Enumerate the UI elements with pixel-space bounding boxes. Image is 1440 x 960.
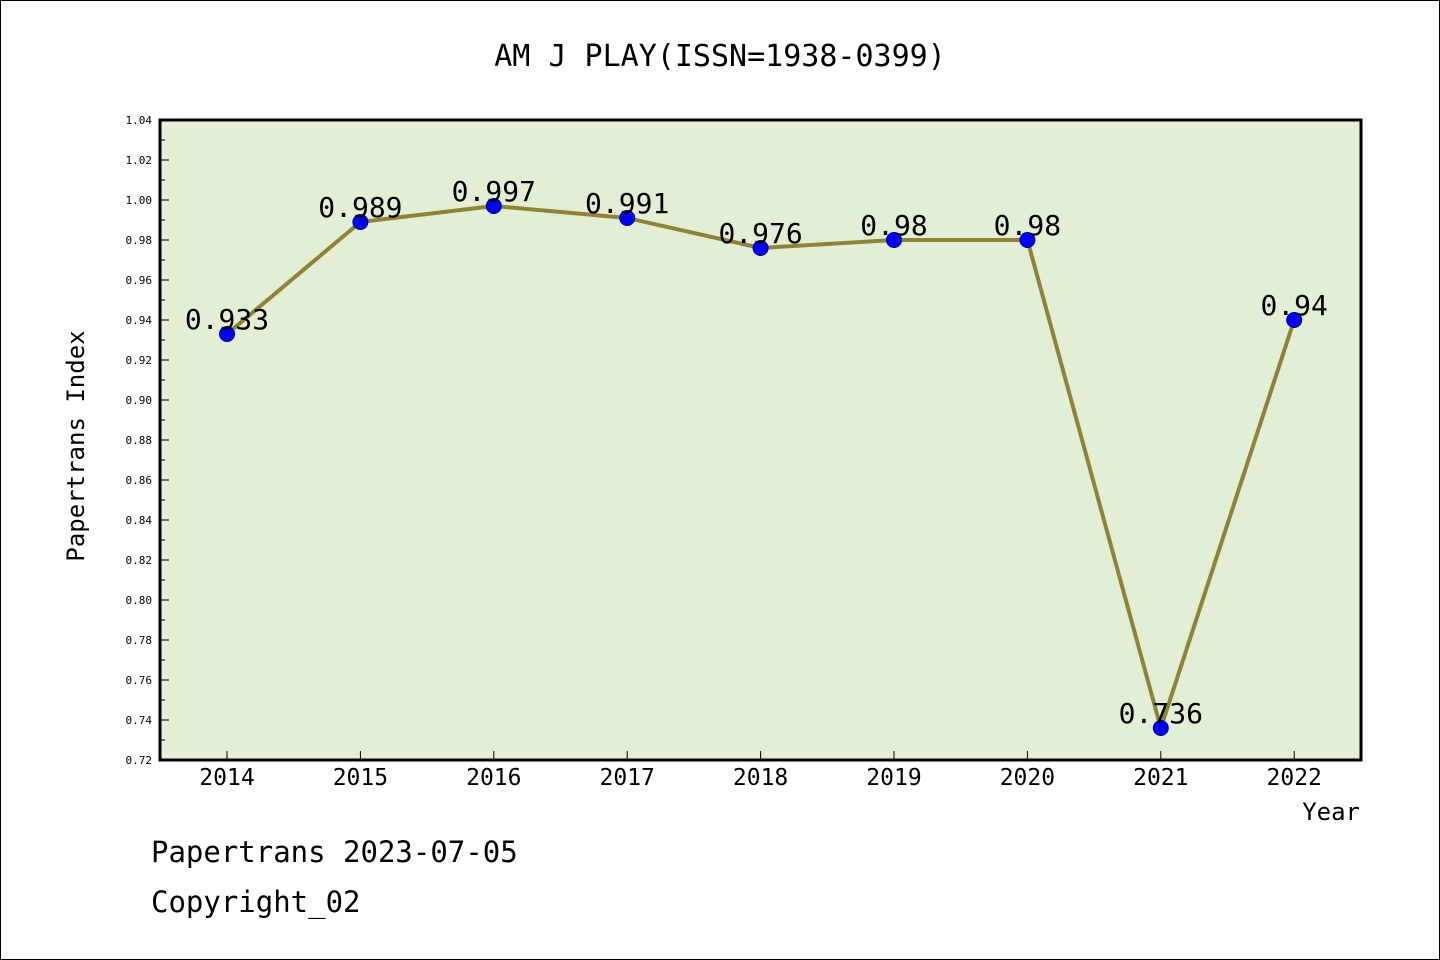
y-tick-label: 0.84 <box>126 514 153 527</box>
data-point-marker <box>886 232 902 248</box>
chart-title: AM J PLAY(ISSN=1938-0399) <box>494 39 946 74</box>
data-point-marker <box>619 210 636 226</box>
x-tick-label: 2016 <box>466 765 521 791</box>
x-axis-label: Year <box>1302 798 1360 826</box>
data-point-marker <box>752 240 769 256</box>
data-point-marker <box>1286 312 1303 328</box>
y-axis-label: Papertrans Index <box>62 330 90 561</box>
data-label: 0.736 <box>1119 697 1203 730</box>
x-tick-label: 2019 <box>866 765 921 791</box>
y-tick-label: 0.86 <box>126 474 153 487</box>
data-label: 0.989 <box>318 191 402 224</box>
y-tick-label: 1.00 <box>126 194 153 207</box>
x-tick-label: 2020 <box>1000 765 1055 791</box>
data-label: 0.98 <box>994 209 1061 242</box>
x-axis: 2014 2015 2016 2017 2018 2019 2020 2021 2022 <box>199 751 1322 791</box>
data-label: 0.991 <box>585 187 669 220</box>
data-point-marker <box>352 214 369 230</box>
x-tick-label: 2015 <box>333 765 388 791</box>
data-label: 0.976 <box>718 217 802 250</box>
y-tick-label: 1.04 <box>126 114 153 127</box>
y-tick-label: 0.72 <box>126 754 153 767</box>
y-tick-label: 0.80 <box>126 594 153 607</box>
y-tick-label: 0.82 <box>126 554 153 567</box>
y-tick-label: 0.90 <box>126 394 153 407</box>
y-tick-label: 0.92 <box>126 354 153 367</box>
x-tick-label: 2022 <box>1267 765 1322 791</box>
x-tick-label: 2018 <box>733 765 788 791</box>
x-tick-label: 2014 <box>199 765 254 791</box>
series-papertrans-index <box>219 198 1303 736</box>
footer-copyright: Copyright_02 <box>151 885 361 919</box>
data-label: 0.98 <box>860 209 927 242</box>
y-tick-label: 0.88 <box>126 434 153 447</box>
data-point-marker <box>219 326 235 342</box>
data-label: 0.94 <box>1260 289 1327 322</box>
y-tick-label: 0.96 <box>126 274 153 287</box>
y-tick-label: 0.76 <box>126 674 153 687</box>
y-axis: 0.72 0.74 0.76 0.78 0.80 0.82 0.84 0.86 0.88 0.90… <box>126 114 169 767</box>
y-tick-label: 0.74 <box>126 714 153 727</box>
x-tick-label: 2017 <box>600 765 655 791</box>
y-tick-label: 1.02 <box>126 154 153 167</box>
y-tick-label: 0.94 <box>126 314 153 327</box>
data-label: 0.933 <box>185 303 269 336</box>
y-tick-label: 0.98 <box>126 234 153 247</box>
footer-date: Papertrans 2023-07-05 <box>151 835 518 869</box>
data-point-marker <box>1019 232 1036 248</box>
data-point-marker <box>1152 720 1169 736</box>
data-label: 0.997 <box>452 175 536 208</box>
x-tick-label: 2021 <box>1133 765 1188 791</box>
data-point-marker <box>485 198 502 214</box>
y-tick-label: 0.78 <box>126 634 153 647</box>
data-labels: 0.933 0.989 0.997 0.991 0.976 0.98 0.98 0.736 0.… <box>185 175 1328 730</box>
